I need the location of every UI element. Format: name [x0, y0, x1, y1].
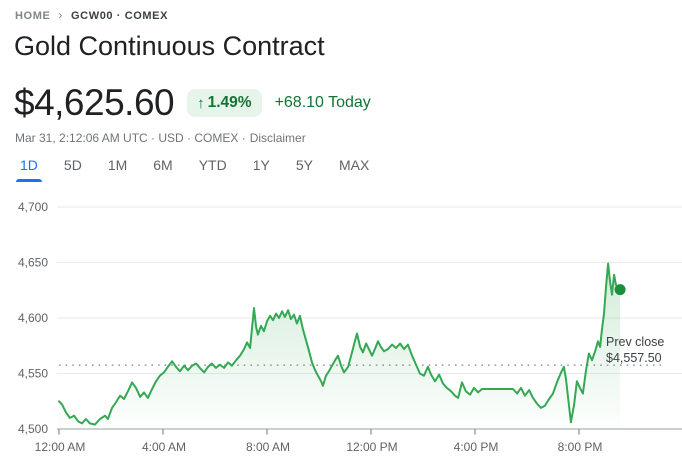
prev-close-label: $4,557.50	[606, 351, 662, 365]
x-tick-label: 4:00 AM	[142, 440, 186, 454]
page-title: Gold Continuous Contract	[14, 31, 325, 61]
tab-ytd[interactable]: YTD	[186, 153, 240, 182]
breadcrumb-home-link[interactable]: HOME	[15, 10, 51, 22]
last-price-dot	[614, 284, 626, 296]
y-tick-label: 4,550	[18, 367, 48, 381]
y-tick-label: 4,500	[18, 422, 48, 436]
change-percent-value: 1.49%	[207, 94, 252, 111]
quote-meta: Mar 31, 2:12:06 AM UTC · USD · COMEX · D…	[15, 131, 306, 145]
disclaimer-link[interactable]: Disclaimer	[249, 131, 306, 145]
arrow-up-icon: ↑	[197, 94, 205, 112]
x-tick-label: 8:00 AM	[246, 440, 290, 454]
change-percent-badge: ↑ 1.49%	[187, 89, 262, 117]
y-tick-label: 4,600	[18, 311, 48, 325]
current-price: $4,625.60	[14, 82, 175, 123]
prev-close-label: Prev close	[606, 335, 664, 349]
price-row: $4,625.60 ↑ 1.49% +68.10 Today	[14, 82, 371, 124]
change-absolute-today: +68.10 Today	[274, 94, 371, 111]
x-tick-label: 4:00 PM	[454, 440, 499, 454]
tab-6m[interactable]: 6M	[140, 153, 185, 182]
chart-axis	[57, 428, 682, 435]
tab-5d[interactable]: 5D	[51, 153, 95, 182]
tab-1m[interactable]: 1M	[95, 153, 140, 182]
tab-1d[interactable]: 1D	[7, 153, 51, 182]
chart-series	[58, 262, 626, 429]
breadcrumb: HOME › GCW00 · COMEX	[15, 8, 169, 23]
quote-meta-text: Mar 31, 2:12:06 AM UTC · USD · COMEX ·	[15, 131, 246, 145]
y-tick-label: 4,700	[18, 200, 48, 214]
tab-5y[interactable]: 5Y	[283, 153, 326, 182]
x-tick-label: 8:00 PM	[558, 440, 603, 454]
x-tick-label: 12:00 PM	[346, 440, 397, 454]
chevron-right-icon: ›	[58, 8, 64, 22]
breadcrumb-symbol: GCW00 · COMEX	[71, 10, 169, 22]
time-range-tabs: 1D 5D 1M 6M YTD 1Y 5Y MAX	[7, 153, 382, 182]
tab-max[interactable]: MAX	[326, 153, 382, 182]
tab-1y[interactable]: 1Y	[240, 153, 283, 182]
y-tick-label: 4,650	[18, 256, 48, 270]
chart-labels: 4,500 4,550 4,600 4,650 4,700 12:00 AM 4:00 AM…	[18, 200, 664, 454]
x-tick-label: 12:00 AM	[35, 440, 86, 454]
price-line	[58, 262, 622, 426]
price-area-fill	[59, 263, 621, 429]
